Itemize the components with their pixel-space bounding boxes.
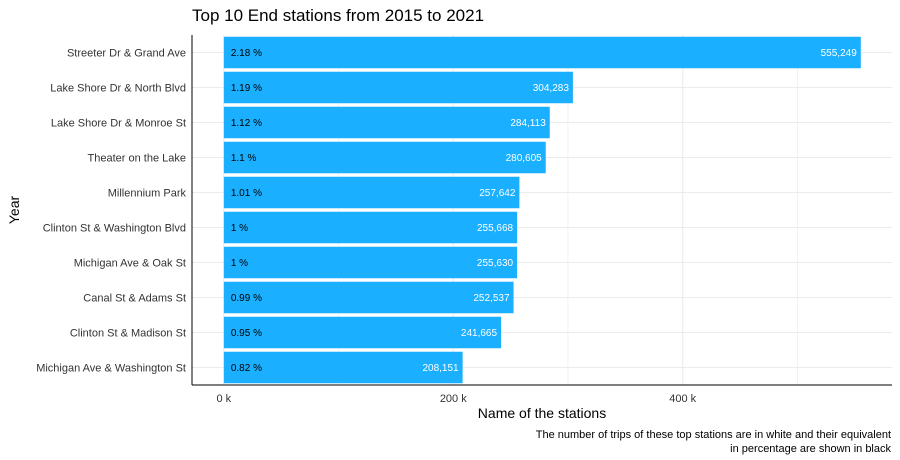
y-tick-label: Clinton St & Madison St <box>70 328 186 340</box>
bar-percent-label: 1.01 % <box>231 188 262 199</box>
bar-value-label: 208,151 <box>422 363 459 374</box>
y-tick-label: Michigan Ave & Washington St <box>36 363 186 375</box>
bar-percent-label: 2.18 % <box>231 48 262 59</box>
bar-percent-label: 0.99 % <box>231 293 262 304</box>
bars: 555,249 2.18 % 304,283 1.19 % 284,113 1.12 % 2… <box>223 36 861 384</box>
y-tick-label: Clinton St & Washington Blvd <box>43 223 186 235</box>
bar <box>223 36 861 69</box>
bar-percent-label: 1 % <box>231 258 248 269</box>
x-tick-label: 0 k <box>217 393 232 405</box>
bar <box>223 246 518 279</box>
bar-percent-label: 0.95 % <box>231 328 262 339</box>
bar-percent-label: 1 % <box>231 223 248 234</box>
y-tick-label: Michigan Ave & Oak St <box>74 258 186 270</box>
y-tick-labels: Streeter Dr & Grand Ave Lake Shore Dr & N… <box>36 48 186 375</box>
y-axis-title: Year <box>6 196 22 225</box>
chart-title: Top 10 End stations from 2015 to 2021 <box>192 6 484 25</box>
bar-value-label: 252,537 <box>473 293 510 304</box>
bar-value-label: 555,249 <box>821 48 858 59</box>
bar-value-label: 257,642 <box>479 188 516 199</box>
bar-percent-label: 1.19 % <box>231 83 262 94</box>
bar <box>223 281 514 314</box>
bar <box>223 351 463 384</box>
x-tick-labels: 0 k 200 k 400 k <box>217 393 697 405</box>
bar-value-label: 255,630 <box>477 258 514 269</box>
bar-percent-label: 1.12 % <box>231 118 262 129</box>
bar <box>223 316 502 349</box>
x-tick-label: 200 k <box>440 393 467 405</box>
y-tick-label: Millennium Park <box>108 188 187 200</box>
bar-percent-label: 0.82 % <box>231 363 262 374</box>
bar <box>223 211 518 244</box>
bar-value-label: 241,665 <box>461 328 498 339</box>
caption-line-2: in percentage are shown in black <box>730 443 891 455</box>
bar-value-label: 284,113 <box>510 118 546 129</box>
caption-line-1: The number of trips of these top station… <box>536 429 891 441</box>
y-tick-label: Lake Shore Dr & Monroe St <box>51 118 186 130</box>
bar <box>223 71 573 104</box>
bar <box>223 141 546 174</box>
x-tick-label: 400 k <box>669 393 696 405</box>
bar-value-label: 255,668 <box>477 223 514 234</box>
y-tick-label: Theater on the Lake <box>88 153 186 165</box>
y-tick-label: Lake Shore Dr & North Blvd <box>50 83 186 95</box>
bar-value-label: 304,283 <box>533 83 570 94</box>
bar <box>223 176 520 209</box>
bar-value-label: 280,605 <box>506 153 543 164</box>
bar <box>223 106 550 139</box>
bar-percent-label: 1.1 % <box>231 153 257 164</box>
y-tick-label: Streeter Dr & Grand Ave <box>67 48 186 60</box>
x-axis-title: Name of the stations <box>478 405 606 421</box>
y-tick-label: Canal St & Adams St <box>83 293 186 305</box>
